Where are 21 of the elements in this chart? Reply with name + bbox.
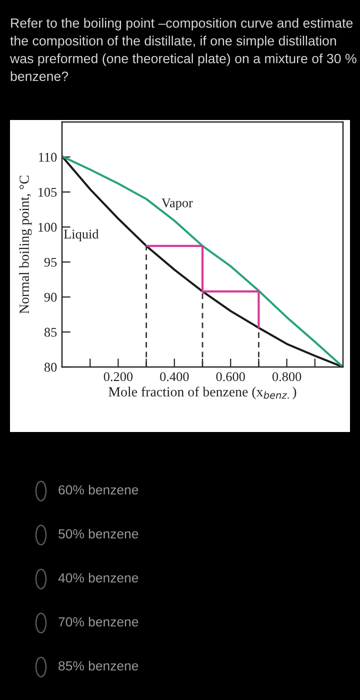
x-tick-label: 0.200: [104, 372, 133, 382]
x-tick-label: 0.600: [216, 372, 245, 382]
y-tick-label: 110: [39, 152, 57, 162]
y-tick-label: 90: [44, 292, 57, 302]
text: 60% benzene: [58, 484, 138, 495]
text: 50% benzene: [58, 528, 138, 539]
text: 70% benzene: [58, 616, 138, 627]
x-tick-label: 0.800: [272, 372, 302, 382]
y-tick-label: 95: [44, 258, 57, 267]
y-tick-label: 80: [44, 362, 57, 372]
text: 40% benzene: [58, 572, 138, 583]
text: 85% benzene: [58, 660, 138, 671]
y-tick-label: 85: [44, 328, 57, 337]
y-tick-label: 100: [38, 222, 57, 232]
series-label: Liquid: [64, 229, 99, 242]
x-axis-title: Mole fraction of benzene (x$_{benz.}$): [108, 386, 296, 400]
x-tick-label: 0.400: [160, 372, 189, 382]
y-tick-label: 105: [38, 188, 57, 197]
series-label: Vapor: [162, 198, 193, 210]
y-axis-title: Normal boiling point, °C: [19, 176, 32, 314]
chart-title: Refer to the boiling point –composition curve and estimate the composition of the distillate, if one simple distillation was preformed (one theoretical plate) on a mixture of 30 % benzene?: [10, 18, 356, 82]
